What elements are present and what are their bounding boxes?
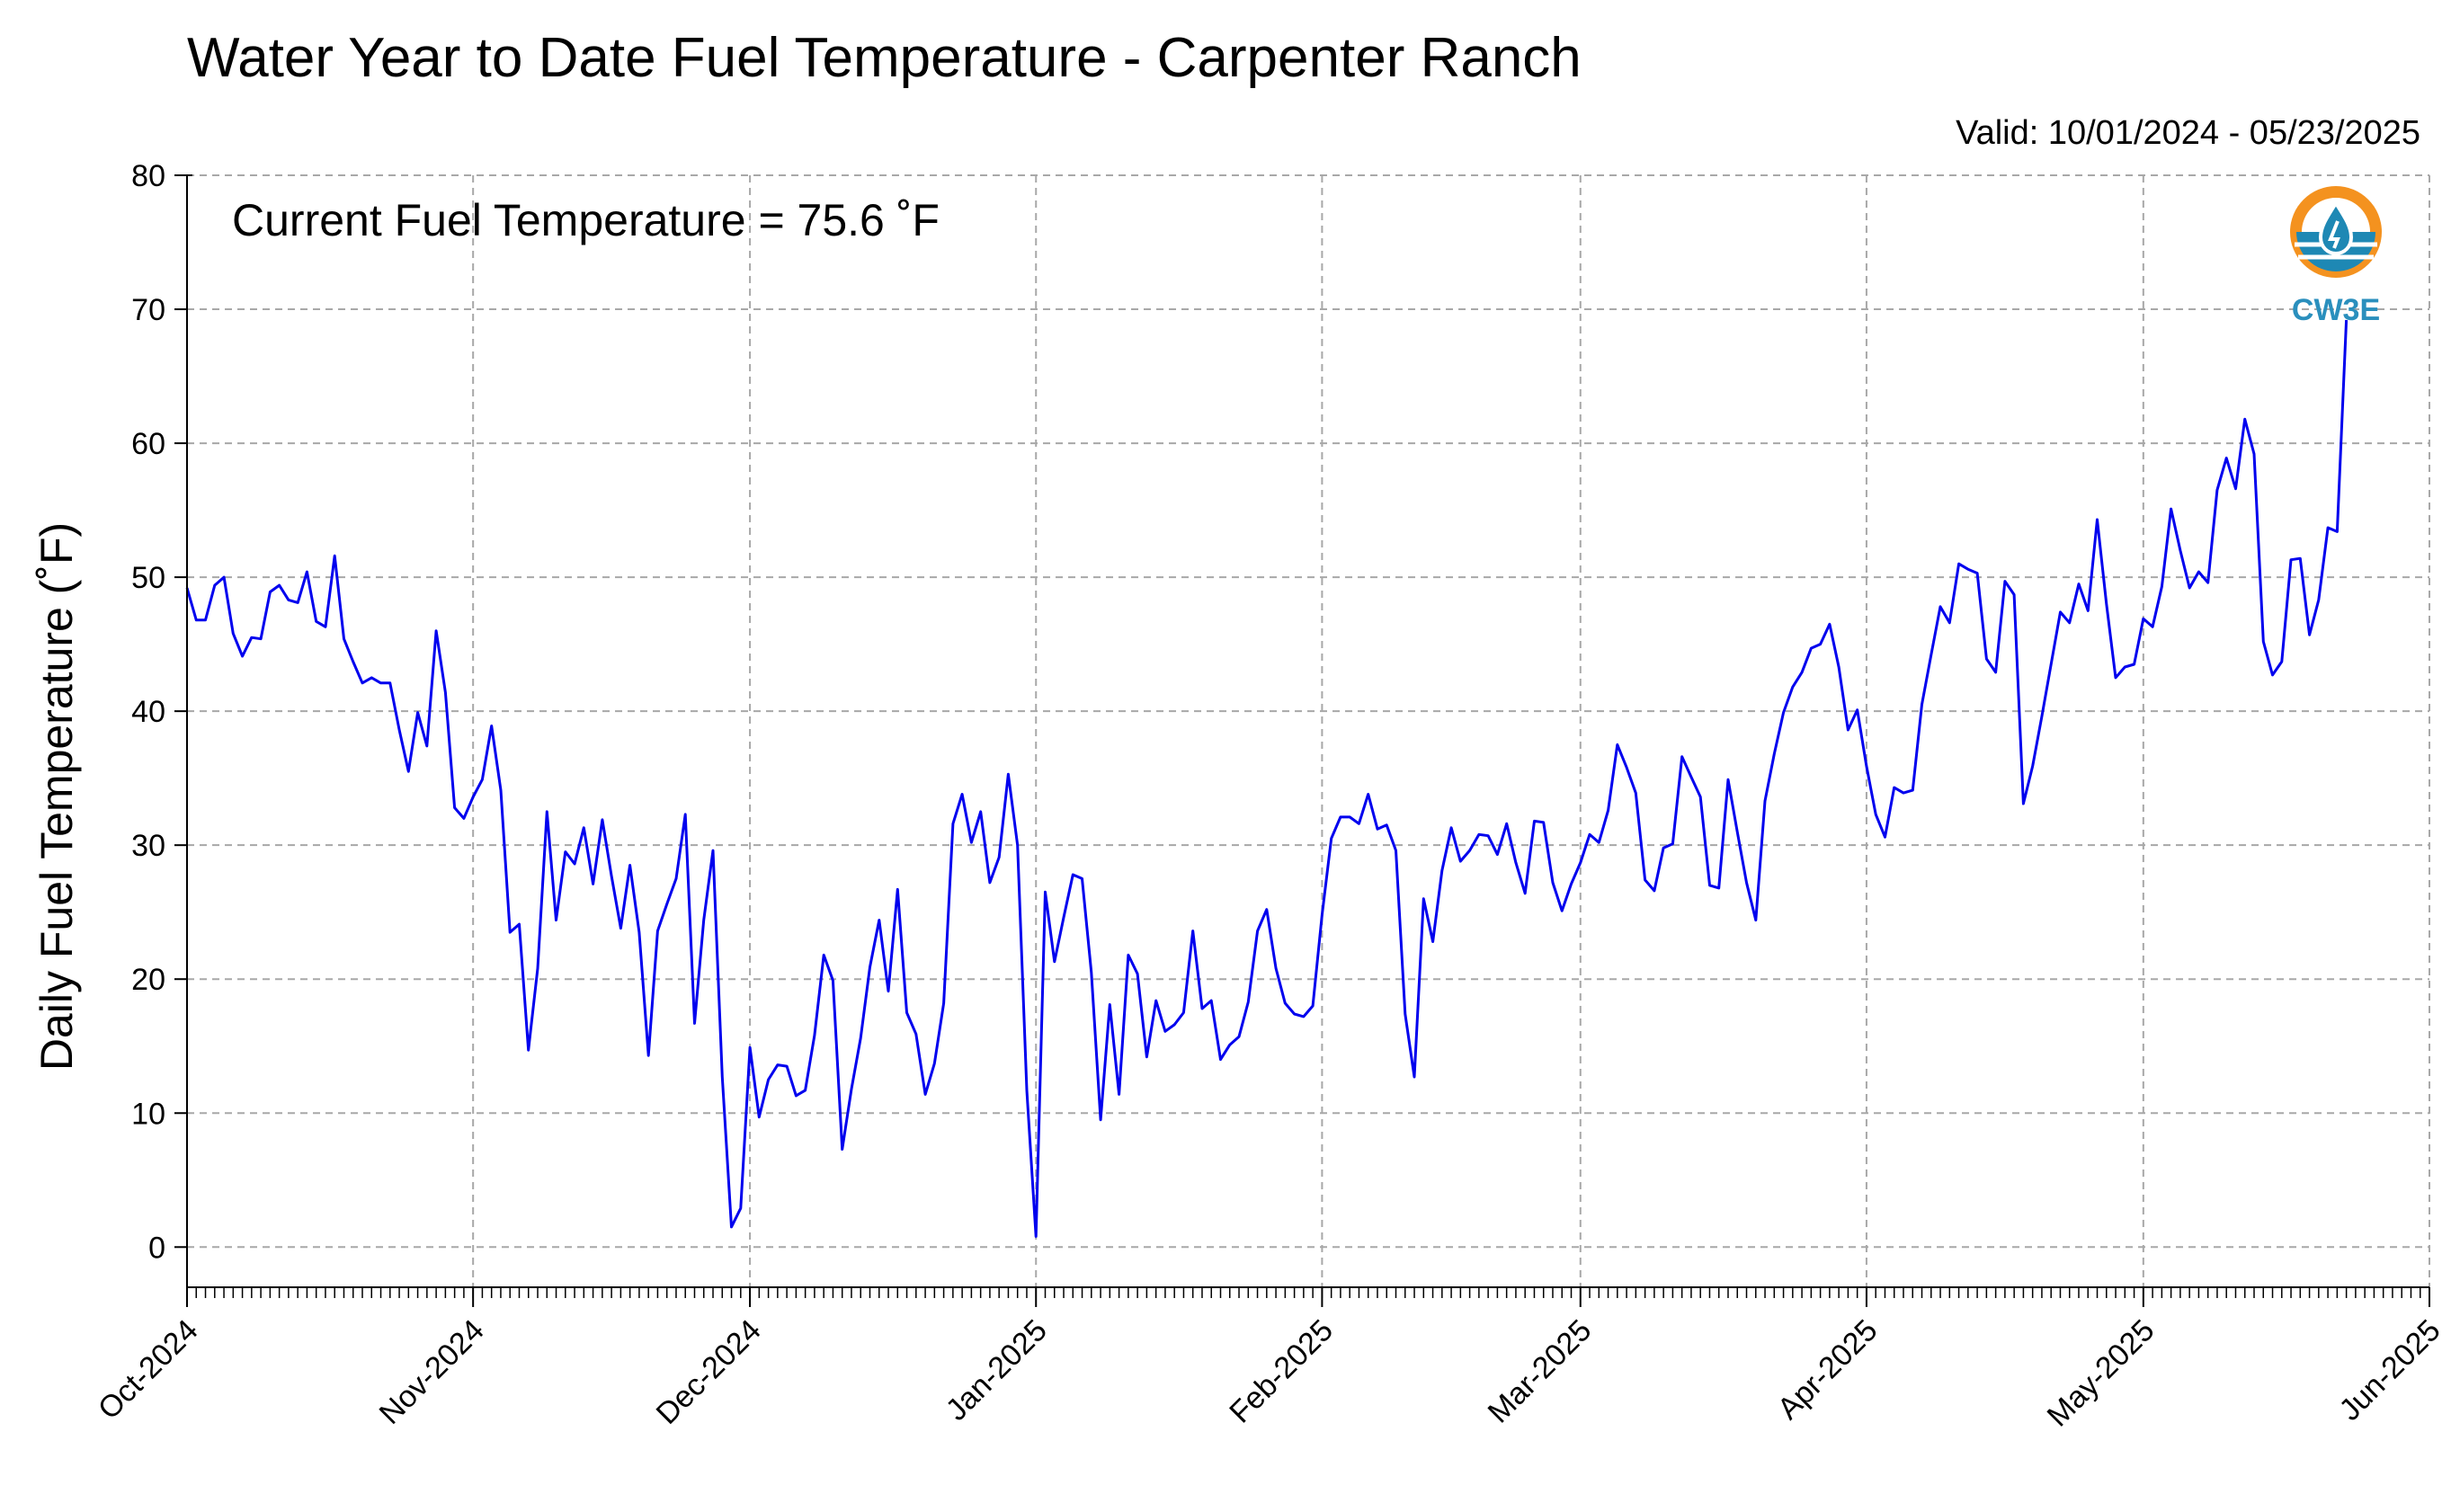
y-tick-label: 10 xyxy=(131,1097,165,1131)
x-tick-label: Jan-2025 xyxy=(940,1313,1054,1428)
axes xyxy=(174,174,2430,1307)
cw3e-logo: CW3E xyxy=(2290,186,2382,327)
y-tick-labels: 0 10 20 30 40 50 60 70 80 xyxy=(131,159,165,1265)
y-tick-label: 70 xyxy=(131,293,165,327)
valid-date-range: Valid: 10/01/2024 - 05/23/2025 xyxy=(1956,114,2420,152)
x-tick-label: Jun-2025 xyxy=(2333,1313,2447,1428)
x-tick-label: Feb-2025 xyxy=(1223,1313,1340,1430)
x-tick-label: Apr-2025 xyxy=(1771,1313,1885,1427)
y-tick-label: 0 xyxy=(148,1231,165,1265)
logo-text: CW3E xyxy=(2292,293,2380,327)
x-tick-label: Dec-2024 xyxy=(650,1313,768,1431)
logo-drop-glyph xyxy=(2328,220,2340,249)
current-temperature-annotation: Current Fuel Temperature = 75.6 ˚F xyxy=(232,195,940,245)
x-tick-labels: Oct-2024 Nov-2024 Dec-2024 Jan-2025 Feb-2025… xyxy=(92,1313,2447,1434)
x-tick-label: Oct-2024 xyxy=(92,1313,205,1427)
grid-lines xyxy=(186,174,2430,1287)
y-tick-label: 20 xyxy=(131,963,165,997)
y-axis-label: Daily Fuel Temperature (˚F) xyxy=(31,522,82,1071)
y-tick-label: 80 xyxy=(131,159,165,193)
fuel-temperature-line xyxy=(185,319,2349,1238)
x-tick-label: Mar-2025 xyxy=(1482,1313,1599,1430)
x-tick-label: Nov-2024 xyxy=(373,1313,491,1431)
chart-title: Water Year to Date Fuel Temperature - Ca… xyxy=(187,27,1582,89)
y-tick-label: 50 xyxy=(131,561,165,595)
x-tick-label: May-2025 xyxy=(2041,1313,2161,1434)
y-tick-label: 30 xyxy=(131,829,165,863)
y-tick-label: 40 xyxy=(131,695,165,729)
y-tick-label: 60 xyxy=(131,427,165,461)
